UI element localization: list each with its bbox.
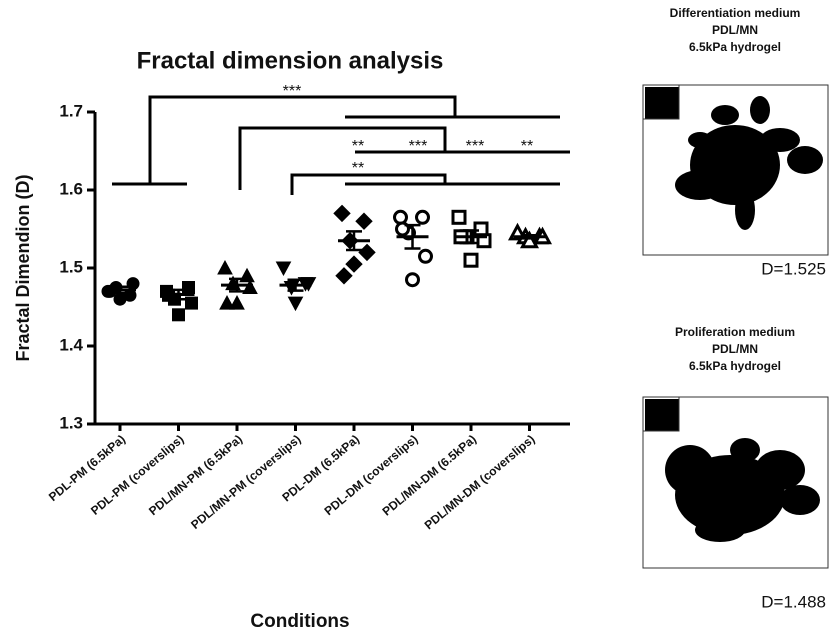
y-tick-label: 1.3 [59,413,83,432]
data-point [334,205,350,221]
significance-label: *** [409,138,428,155]
y-axis-label: Fractal Dimendion (D) [13,174,33,361]
data-point [453,211,465,223]
x-axis-label: Conditions [250,611,349,632]
data-point [218,261,232,274]
significance-label: ** [521,138,533,155]
data-point [186,297,198,309]
panel-title: PDL/MN [712,23,758,37]
panel-title: Proliferation medium [675,325,795,339]
data-point [127,278,139,290]
y-tick-label: 1.6 [59,179,83,198]
axis [95,112,570,424]
data-point [173,309,185,321]
chart-title: Fractal dimension analysis [137,47,444,74]
panel-title: 6.5kPa hydrogel [689,40,781,54]
panel-title: 6.5kPa hydrogel [689,359,781,373]
x-tick-label: PDL/MN-DM (coverslips) [422,432,538,532]
image-panel [643,397,828,568]
data-point [395,211,407,223]
data-point [420,250,432,262]
data-point [220,296,234,309]
data-point [183,282,195,294]
data-point [289,297,303,310]
data-point [346,256,362,272]
y-tick-label: 1.7 [59,101,83,120]
data-point [465,254,477,266]
y-tick-label: 1.4 [59,335,83,354]
data-point [243,281,257,294]
y-tick-label: 1.5 [59,257,83,276]
significance-label: ** [352,160,364,177]
significance-label: *** [466,138,485,155]
x-tick-label: PDL/MN-PM (coverslips) [188,432,303,532]
data-point [114,293,126,305]
data-point [277,262,291,275]
sig-bar [112,97,560,184]
data-point [407,274,419,286]
panel-title: Differentiation medium [670,6,801,20]
significance-label: ** [352,138,364,155]
data-point [336,268,352,284]
data-point [359,244,375,260]
significance-label: *** [283,83,302,100]
panel-caption: D=1.488 [761,592,826,611]
image-panel [643,85,828,255]
figure: Fractal dimension analysis Fractal Dimen… [0,0,835,636]
panel-caption: D=1.525 [761,259,826,278]
panel-title: PDL/MN [712,342,758,356]
significance-bars [112,97,570,195]
data-point [417,211,429,223]
data-point [356,213,372,229]
sig-bar [292,175,560,195]
